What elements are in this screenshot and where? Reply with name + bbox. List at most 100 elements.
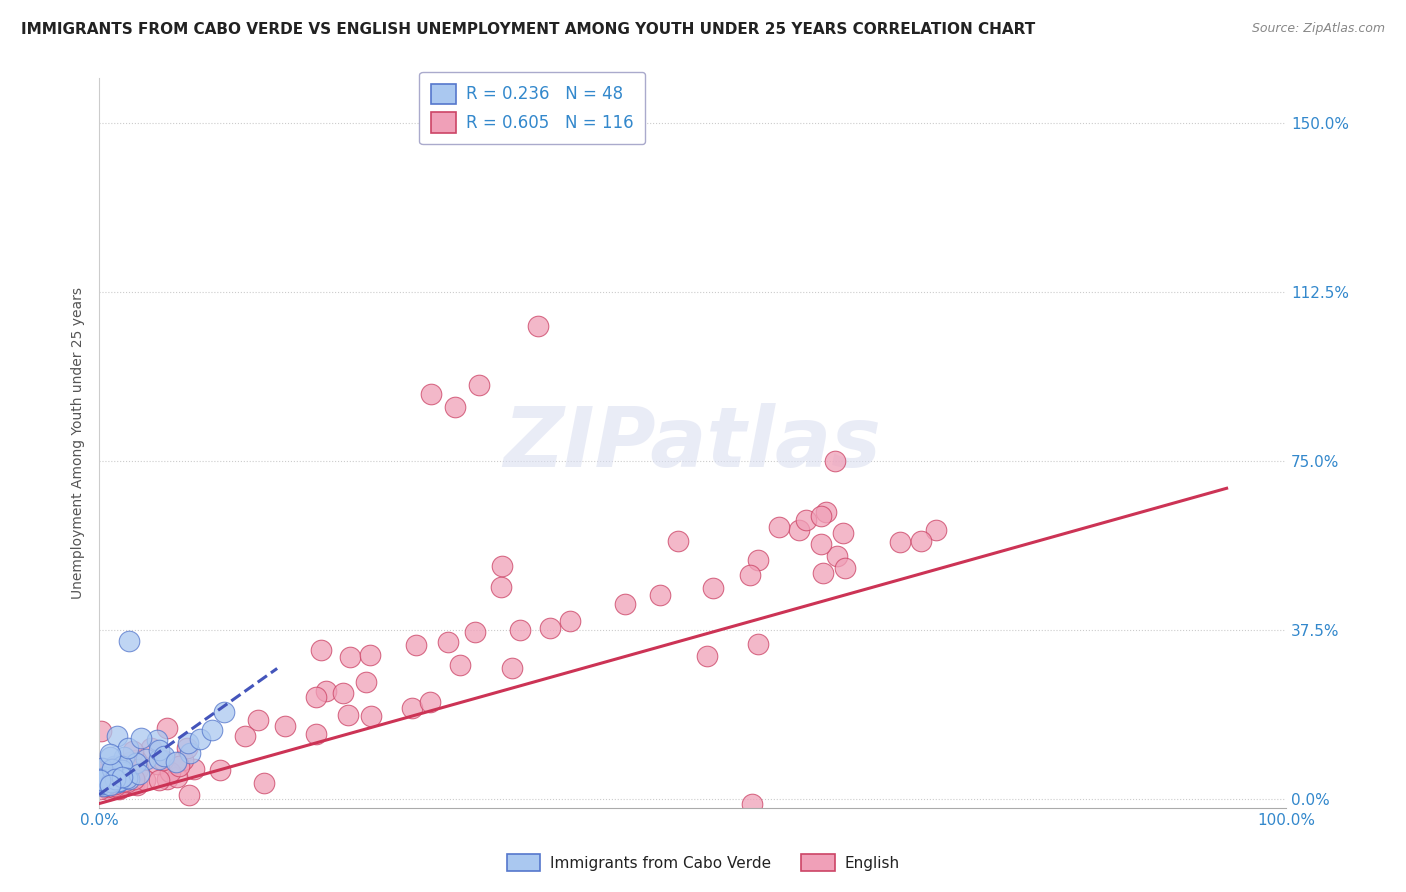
- English: [810, 537, 832, 551]
- English: [93, 775, 115, 789]
- English: [148, 773, 170, 788]
- English: [125, 753, 148, 767]
- Immigrants from Cabo Verde: [107, 729, 129, 743]
- Immigrants from Cabo Verde: [98, 747, 121, 761]
- English: [824, 454, 846, 468]
- English: [105, 767, 128, 781]
- Immigrants from Cabo Verde: [98, 750, 121, 764]
- English: [108, 781, 131, 796]
- English: [179, 788, 201, 802]
- English: [274, 719, 297, 733]
- English: [509, 623, 531, 637]
- Immigrants from Cabo Verde: [94, 770, 117, 784]
- English: [311, 643, 333, 657]
- English: [176, 740, 198, 755]
- English: [815, 504, 838, 518]
- English: [107, 764, 129, 779]
- Immigrants from Cabo Verde: [89, 772, 111, 787]
- Immigrants from Cabo Verde: [107, 771, 129, 785]
- Immigrants from Cabo Verde: [146, 732, 169, 747]
- English: [89, 775, 111, 789]
- English: [789, 523, 811, 537]
- English: [405, 638, 427, 652]
- Immigrants from Cabo Verde: [135, 752, 157, 766]
- English: [94, 779, 117, 793]
- English: [93, 774, 115, 789]
- Immigrants from Cabo Verde: [94, 772, 117, 786]
- English: [91, 778, 114, 792]
- Immigrants from Cabo Verde: [111, 764, 134, 779]
- English: [253, 776, 276, 790]
- English: [110, 758, 132, 772]
- English: [115, 774, 138, 789]
- English: [93, 764, 115, 779]
- English: [747, 553, 769, 567]
- English: [90, 779, 112, 793]
- Immigrants from Cabo Verde: [148, 743, 170, 757]
- English: [332, 686, 354, 700]
- English: [614, 597, 637, 611]
- English: [104, 781, 127, 796]
- English: [305, 690, 328, 704]
- Immigrants from Cabo Verde: [89, 773, 111, 788]
- English: [337, 707, 360, 722]
- English: [747, 637, 769, 651]
- English: [702, 581, 724, 595]
- Immigrants from Cabo Verde: [103, 758, 125, 772]
- Text: IMMIGRANTS FROM CABO VERDE VS ENGLISH UNEMPLOYMENT AMONG YOUTH UNDER 25 YEARS CO: IMMIGRANTS FROM CABO VERDE VS ENGLISH UN…: [21, 22, 1035, 37]
- Immigrants from Cabo Verde: [111, 770, 134, 784]
- English: [104, 777, 127, 791]
- English: [112, 779, 135, 793]
- Immigrants from Cabo Verde: [153, 749, 176, 764]
- English: [124, 777, 146, 791]
- English: [167, 759, 190, 773]
- English: [491, 559, 513, 574]
- English: [122, 758, 145, 772]
- English: [98, 783, 121, 797]
- Legend: Immigrants from Cabo Verde, English: Immigrants from Cabo Verde, English: [501, 848, 905, 877]
- Immigrants from Cabo Verde: [125, 756, 148, 771]
- English: [114, 773, 136, 788]
- English: [827, 549, 849, 563]
- English: [97, 774, 120, 789]
- English: [910, 534, 932, 549]
- English: [339, 650, 361, 665]
- English: [183, 762, 205, 776]
- English: [538, 621, 561, 635]
- English: [122, 744, 145, 758]
- Immigrants from Cabo Verde: [201, 723, 224, 737]
- Immigrants from Cabo Verde: [89, 773, 111, 788]
- Immigrants from Cabo Verde: [98, 778, 121, 792]
- English: [527, 319, 550, 334]
- English: [648, 588, 671, 602]
- Immigrants from Cabo Verde: [177, 736, 200, 750]
- English: [97, 770, 120, 784]
- English: [134, 773, 156, 788]
- English: [139, 740, 162, 755]
- Immigrants from Cabo Verde: [108, 773, 131, 788]
- Legend: R = 0.236   N = 48, R = 0.605   N = 116: R = 0.236 N = 48, R = 0.605 N = 116: [419, 72, 645, 145]
- English: [247, 713, 270, 727]
- English: [90, 724, 112, 739]
- Immigrants from Cabo Verde: [91, 761, 114, 775]
- English: [89, 770, 111, 784]
- English: [233, 729, 256, 743]
- English: [359, 648, 381, 662]
- English: [101, 776, 124, 790]
- English: [152, 753, 174, 767]
- Immigrants from Cabo Verde: [111, 763, 134, 777]
- English: [738, 568, 761, 582]
- Immigrants from Cabo Verde: [112, 750, 135, 764]
- English: [89, 781, 111, 796]
- Immigrants from Cabo Verde: [98, 774, 121, 789]
- English: [98, 774, 121, 789]
- English: [468, 377, 491, 392]
- Immigrants from Cabo Verde: [91, 772, 114, 786]
- Immigrants from Cabo Verde: [90, 777, 112, 791]
- English: [666, 534, 689, 549]
- English: [120, 755, 142, 769]
- English: [360, 709, 382, 723]
- English: [401, 701, 423, 715]
- English: [108, 781, 131, 796]
- Immigrants from Cabo Verde: [107, 775, 129, 789]
